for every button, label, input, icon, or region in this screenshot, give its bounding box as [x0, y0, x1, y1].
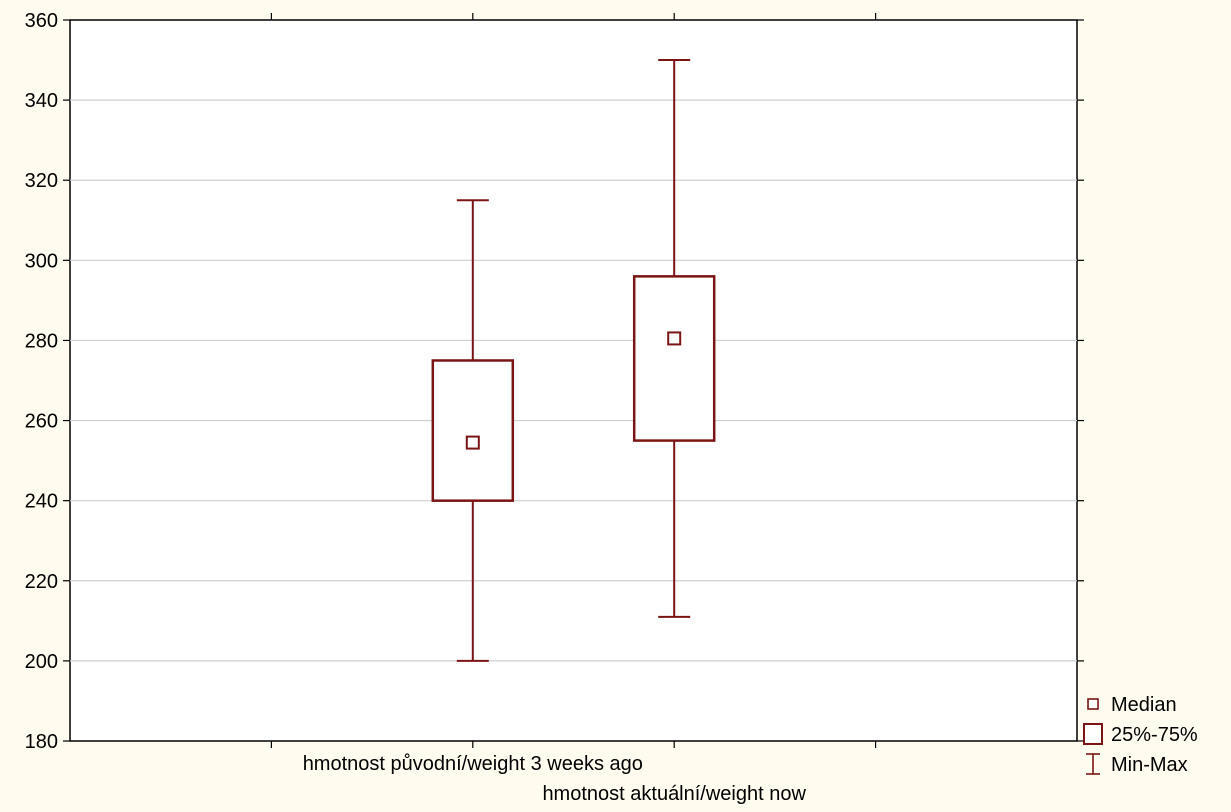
median-marker: [465, 435, 480, 450]
y-tick-label: 220: [25, 571, 58, 593]
box-1: [431, 199, 515, 662]
legend-label: Min-Max: [1111, 754, 1188, 776]
iqr-box: [632, 275, 716, 442]
y-tick-label: 300: [25, 250, 58, 272]
x-axis: hmotnost původní/weight 3 weeks ago hmotn…: [270, 13, 877, 805]
y-tick-label: 180: [25, 731, 58, 753]
y-tick-label: 280: [25, 330, 58, 352]
y-tick-label: 320: [25, 170, 58, 192]
y-tick-label: 360: [25, 10, 58, 32]
boxes: [431, 59, 716, 662]
legend-label: 25%-75%: [1111, 724, 1198, 746]
y-tick-label: 200: [25, 651, 58, 673]
box-2: [632, 59, 716, 618]
y-axis: 180 200 220 240 260 280 300 320 340 360: [25, 10, 1084, 753]
y-tick-label: 340: [25, 90, 58, 112]
x-category-label: hmotnost původní/weight 3 weeks ago: [303, 753, 643, 775]
legend: Median 25%-75% Min-Max: [1083, 694, 1198, 776]
legend-label: Median: [1111, 694, 1177, 716]
iqr-box: [431, 359, 515, 502]
legend-median-swatch: [1087, 698, 1099, 710]
x-category-label: hmotnost aktuální/weight now: [542, 783, 806, 805]
y-tick-label: 260: [25, 411, 58, 433]
median-marker: [667, 331, 682, 346]
plot-area: [69, 19, 1078, 742]
y-tick-label: 240: [25, 491, 58, 513]
grid-lines: [70, 99, 1077, 662]
legend-box-swatch: [1083, 723, 1103, 745]
